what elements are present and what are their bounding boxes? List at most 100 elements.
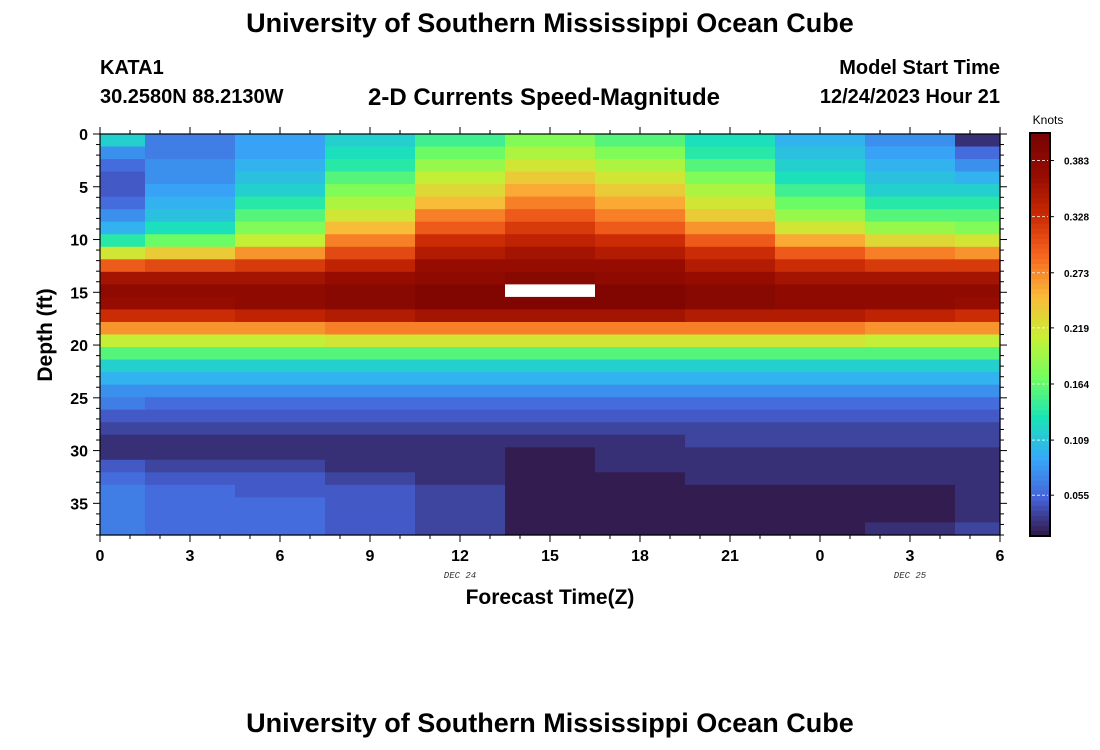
heatmap-cell bbox=[100, 271, 146, 285]
heatmap-cell bbox=[235, 497, 326, 511]
heatmap-cell bbox=[685, 347, 776, 361]
heatmap-cell bbox=[145, 497, 236, 511]
heatmap-cell bbox=[775, 196, 866, 210]
heatmap-cell bbox=[955, 409, 1001, 423]
heatmap-cell bbox=[595, 497, 686, 511]
heatmap-cell bbox=[595, 221, 686, 235]
heatmap-cell bbox=[145, 209, 236, 223]
heatmap-cell bbox=[595, 196, 686, 210]
heatmap-cell bbox=[955, 296, 1001, 311]
heatmap-cells bbox=[100, 134, 1001, 536]
heatmap-cell bbox=[100, 472, 146, 486]
heatmap-cell bbox=[235, 459, 326, 473]
heatmap-cell bbox=[235, 171, 326, 185]
heatmap-cell bbox=[145, 334, 236, 348]
heatmap-cell bbox=[865, 309, 956, 323]
heatmap-cell bbox=[415, 472, 506, 486]
heatmap-cell bbox=[235, 409, 326, 423]
heatmap-cell bbox=[685, 359, 776, 373]
heatmap-cell bbox=[955, 221, 1001, 235]
heatmap-cell bbox=[235, 209, 326, 223]
heatmap-cell bbox=[235, 221, 326, 235]
heatmap-cell bbox=[955, 347, 1001, 361]
heatmap-cell bbox=[775, 522, 866, 536]
colorbar: 0.383 0.328 0.273 0.219 0.164 0.109 0.055 bbox=[1029, 132, 1089, 537]
heatmap-cell bbox=[100, 134, 146, 148]
heatmap-cell bbox=[235, 259, 326, 273]
heatmap-cell bbox=[955, 397, 1001, 411]
heatmap-cell bbox=[685, 146, 776, 160]
heatmap-cell bbox=[955, 146, 1001, 160]
heatmap-cell bbox=[100, 246, 146, 260]
heatmap-cell bbox=[685, 384, 776, 398]
heatmap-cell bbox=[325, 271, 416, 285]
heatmap-cell bbox=[685, 184, 776, 198]
heatmap-cell bbox=[505, 196, 596, 210]
heatmap-cell bbox=[775, 459, 866, 473]
heatmap-cell bbox=[100, 522, 146, 536]
heatmap-cell bbox=[595, 209, 686, 223]
heatmap-cell bbox=[145, 522, 236, 536]
heatmap-cell bbox=[955, 271, 1001, 285]
heatmap-cell bbox=[595, 134, 686, 148]
heatmap-cell bbox=[865, 509, 956, 524]
heatmap-cell bbox=[145, 309, 236, 323]
heatmap-cell bbox=[235, 422, 326, 436]
heatmap-cell bbox=[100, 347, 146, 361]
heatmap-cell bbox=[145, 509, 236, 524]
heatmap-cell bbox=[415, 146, 506, 160]
heatmap-cell bbox=[505, 309, 596, 323]
heatmap-cell bbox=[145, 196, 236, 210]
heatmap-cell bbox=[100, 459, 146, 473]
heatmap-cell bbox=[145, 296, 236, 311]
heatmap-cell bbox=[595, 472, 686, 486]
heatmap-cell bbox=[775, 509, 866, 524]
heatmap-cell bbox=[685, 246, 776, 260]
heatmap-cell bbox=[595, 184, 686, 198]
heatmap-cell bbox=[865, 409, 956, 423]
heatmap-cell bbox=[595, 171, 686, 185]
x-tick-label: 3 bbox=[906, 548, 915, 565]
heatmap-cell bbox=[775, 409, 866, 423]
heatmap-cell bbox=[595, 234, 686, 248]
heatmap-cell bbox=[505, 422, 596, 436]
heatmap-cell bbox=[415, 434, 506, 448]
heatmap-cell bbox=[235, 159, 326, 173]
heatmap-cell bbox=[775, 146, 866, 160]
heatmap-cell bbox=[865, 271, 956, 285]
x-tick-label: 0 bbox=[816, 548, 825, 565]
heatmap-cell bbox=[235, 246, 326, 260]
heatmap-cell bbox=[775, 334, 866, 348]
chart-axes: 0 5 10 15 20 25 30 35 0 3 6 9 12 15 18 21 0 3 6 DEC 24 DEC 2… bbox=[70, 127, 1007, 581]
heatmap-cell bbox=[505, 497, 596, 511]
heatmap-cell bbox=[325, 434, 416, 448]
heatmap-cell bbox=[415, 309, 506, 323]
heatmap-cell bbox=[685, 221, 776, 235]
heatmap-cell bbox=[325, 146, 416, 160]
heatmap-cell bbox=[415, 447, 506, 461]
heatmap-cell bbox=[775, 422, 866, 436]
heatmap-cell bbox=[865, 497, 956, 511]
heatmap-cell bbox=[595, 434, 686, 448]
heatmap-cell bbox=[100, 397, 146, 411]
heatmap-cell bbox=[100, 409, 146, 423]
heatmap-cell bbox=[145, 171, 236, 185]
heatmap-cell bbox=[865, 209, 956, 223]
heatmap-cell bbox=[685, 234, 776, 248]
heatmap-cell bbox=[325, 321, 416, 336]
heatmap-cell bbox=[505, 397, 596, 411]
heatmap-cell bbox=[865, 296, 956, 311]
colorbar-tick-label: 0.383 bbox=[1064, 157, 1089, 168]
heatmap-cell bbox=[325, 309, 416, 323]
x-tick-label: 6 bbox=[276, 548, 285, 565]
heatmap-cell bbox=[505, 384, 596, 398]
heatmap-cell bbox=[775, 234, 866, 248]
heatmap-cell bbox=[235, 509, 326, 524]
heatmap-cell bbox=[415, 384, 506, 398]
heatmap-cell bbox=[145, 472, 236, 486]
x-tick-label: 12 bbox=[451, 548, 469, 565]
heatmap-cell bbox=[100, 422, 146, 436]
heatmap-cell bbox=[775, 372, 866, 386]
heatmap-cell bbox=[595, 309, 686, 323]
heatmap-cell bbox=[685, 497, 776, 511]
